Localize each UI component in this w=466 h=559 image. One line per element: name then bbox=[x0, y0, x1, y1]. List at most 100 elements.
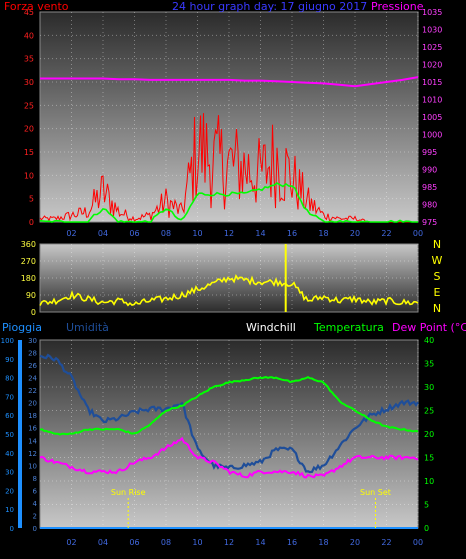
wind-y-tick-label: 10 bbox=[24, 171, 34, 180]
x-tick-label: 10 bbox=[192, 538, 202, 547]
rain-y-tick-label: 10 bbox=[5, 506, 14, 514]
wind-panel-axes: 0510152025303540459759809859909951000100… bbox=[24, 8, 443, 238]
wind-panel-plot-area bbox=[39, 11, 419, 223]
x-tick-label: 08 bbox=[161, 538, 171, 547]
pressure-y-tick-label: 980 bbox=[422, 201, 437, 210]
direction-y-tick-label: 180 bbox=[21, 274, 36, 283]
temperature-y-tick-label: 25 bbox=[424, 407, 434, 416]
direction-y-tick-label: 90 bbox=[26, 291, 36, 300]
pressure-y-tick-label: 1000 bbox=[422, 131, 442, 140]
wind-y-tick-label: 20 bbox=[24, 125, 34, 134]
rain-y-tick-label: 60 bbox=[5, 412, 14, 420]
wind-y-tick-label: 35 bbox=[24, 55, 34, 64]
wind-panel-grid bbox=[40, 12, 419, 222]
x-tick-label: 02 bbox=[66, 538, 76, 547]
wind-y-tick-label: 25 bbox=[24, 101, 34, 110]
humidity-axis-title: Umidità bbox=[66, 321, 109, 334]
wind-y-tick-label: 40 bbox=[24, 31, 34, 40]
wind-y-tick-label: 45 bbox=[24, 8, 34, 17]
wind-speed-line bbox=[39, 113, 418, 223]
wind-y-tick-label: 0 bbox=[29, 218, 34, 227]
temperature-legend: Temperatura bbox=[313, 321, 384, 334]
pressure-line bbox=[40, 76, 419, 88]
x-tick-label: 00 bbox=[413, 538, 423, 547]
x-tick-label: 08 bbox=[161, 229, 171, 238]
pressure-y-tick-label: 985 bbox=[422, 183, 437, 192]
rain-y-tick-label: 30 bbox=[5, 469, 14, 477]
windchill-legend: Windchill bbox=[246, 321, 296, 334]
x-tick-label: 04 bbox=[98, 229, 108, 238]
rain-axis-title: Pioggia bbox=[2, 321, 42, 334]
temperature-y-tick-label: 30 bbox=[424, 383, 434, 392]
x-tick-label: 22 bbox=[381, 538, 391, 547]
pressure-y-tick-label: 995 bbox=[422, 148, 437, 157]
pressure-y-tick-label: 1015 bbox=[422, 78, 442, 87]
x-tick-label: 18 bbox=[318, 538, 328, 547]
pressure-y-tick-label: 1035 bbox=[422, 8, 442, 17]
x-tick-label: 02 bbox=[66, 229, 76, 238]
humidity-y-tick-label: 16 bbox=[28, 425, 37, 433]
x-tick-label: 14 bbox=[255, 538, 265, 547]
x-tick-label: 06 bbox=[129, 538, 139, 547]
compass-label: E bbox=[434, 286, 441, 299]
direction-panel-series bbox=[39, 244, 419, 312]
compass-label: N bbox=[433, 302, 441, 315]
pressure-y-tick-label: 1005 bbox=[422, 113, 442, 122]
chart-title: 24 hour graph day: 17 giugno 2017 bbox=[172, 0, 367, 13]
rain-y-tick-label: 90 bbox=[5, 356, 14, 364]
humidity-y-tick-label: 20 bbox=[28, 400, 37, 408]
rain-y-tick-label: 20 bbox=[5, 487, 14, 495]
x-tick-label: 20 bbox=[350, 538, 360, 547]
pressure-y-tick-label: 975 bbox=[422, 218, 437, 227]
temperature-panel-grid bbox=[40, 340, 419, 528]
direction-y-tick-label: 0 bbox=[31, 308, 36, 317]
direction-y-tick-label: 360 bbox=[21, 240, 36, 249]
temperature-panel-plot-area bbox=[39, 339, 419, 529]
temperature-panel-axes: 0102030405060708090100024681012141618202… bbox=[1, 336, 435, 547]
humidity-line bbox=[39, 353, 419, 474]
pressure-axis-title: Pressione bbox=[371, 0, 424, 13]
x-tick-label: 14 bbox=[255, 229, 265, 238]
humidity-y-tick-label: 2 bbox=[33, 512, 37, 520]
wind-axis-title: Forza vento bbox=[4, 0, 69, 13]
temperature-y-tick-label: 15 bbox=[424, 454, 434, 463]
x-tick-label: 00 bbox=[413, 229, 423, 238]
wind-y-tick-label: 5 bbox=[29, 195, 34, 204]
wind-direction-line bbox=[39, 273, 419, 307]
rain-y-tick-label: 80 bbox=[5, 375, 14, 383]
x-tick-label: 12 bbox=[224, 229, 234, 238]
x-tick-label: 16 bbox=[287, 229, 297, 238]
compass-label: N bbox=[433, 238, 441, 251]
humidity-y-tick-label: 12 bbox=[28, 450, 37, 458]
compass-label: S bbox=[434, 270, 441, 283]
humidity-y-tick-label: 8 bbox=[33, 475, 37, 483]
rain-y-tick-label: 100 bbox=[1, 337, 14, 345]
humidity-y-tick-label: 10 bbox=[28, 462, 37, 470]
temperature-line bbox=[39, 375, 419, 436]
pressure-y-tick-label: 990 bbox=[422, 166, 437, 175]
x-tick-label: 06 bbox=[129, 229, 139, 238]
temperature-y-tick-label: 10 bbox=[424, 477, 434, 486]
pressure-y-tick-label: 1010 bbox=[422, 96, 442, 105]
humidity-y-tick-label: 30 bbox=[28, 337, 37, 345]
direction-y-tick-label: 270 bbox=[21, 257, 36, 266]
x-tick-label: 20 bbox=[350, 229, 360, 238]
humidity-y-tick-label: 18 bbox=[28, 412, 37, 420]
dewpoint-line bbox=[39, 436, 419, 479]
pressure-y-tick-label: 1020 bbox=[422, 61, 442, 70]
wind-average-line bbox=[39, 182, 418, 223]
wind-panel-series bbox=[39, 76, 419, 223]
humidity-y-tick-label: 6 bbox=[33, 487, 38, 495]
x-tick-label: 22 bbox=[381, 229, 391, 238]
humidity-y-tick-label: 22 bbox=[28, 387, 37, 395]
humidity-y-tick-label: 0 bbox=[33, 525, 37, 533]
rain-scale-bar bbox=[18, 340, 22, 528]
sunrise-label: Sun Rise bbox=[111, 488, 146, 497]
rain-y-tick-label: 0 bbox=[10, 525, 14, 533]
rain-y-tick-label: 70 bbox=[5, 393, 14, 401]
wind-y-tick-label: 15 bbox=[24, 148, 34, 157]
humidity-y-tick-label: 14 bbox=[28, 437, 37, 445]
temperature-y-tick-label: 40 bbox=[424, 336, 434, 345]
